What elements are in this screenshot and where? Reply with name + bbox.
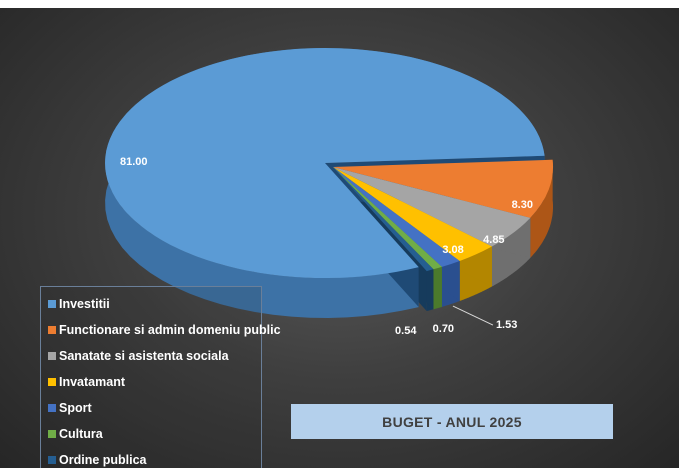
data-label-functionare-si-admin-domeniu-public: 8.30 [511, 199, 533, 212]
legend-item-functionare-si-admin-domeniu-public: Functionare si admin domeniu public [48, 323, 281, 337]
legend-item-ordine-publica: Ordine publica [48, 453, 147, 467]
data-label-sanatate-si-asistenta-sociala: 4.85 [483, 233, 505, 246]
legend-swatch [48, 352, 56, 360]
legend-label: Ordine publica [59, 453, 147, 467]
slice-sport [333, 167, 460, 267]
slice-functionare-si-admin-domeniu-public [333, 159, 554, 218]
chart-legend: Investitii Functionare si admin domeniu p… [40, 286, 281, 468]
legend-item-investitii: Investitii [48, 297, 110, 311]
legend-label: Functionare si admin domeniu public [59, 323, 281, 337]
slice-investitii [105, 48, 545, 279]
legend-item-invatamant: Invatamant [48, 375, 125, 389]
legend-swatch [48, 300, 56, 308]
slice-ordine-publica [333, 167, 434, 272]
data-label-invatamant: 3.08 [442, 243, 464, 256]
data-label-sport: 1.53 [495, 319, 518, 332]
slice-invatamant [333, 167, 492, 261]
slice-sanatate-si-asistenta-sociala [333, 167, 531, 247]
chart-area: 81.00 8.30 4.85 3.08 1.53 0.70 0.54 Investitii… [0, 8, 679, 468]
legend-swatch [48, 430, 56, 438]
legend-swatch [48, 378, 56, 386]
legend-item-sport: Sport [48, 401, 92, 415]
legend-item-cultura: Cultura [48, 427, 103, 441]
legend-label: Investitii [59, 297, 110, 311]
legend-swatch [48, 404, 56, 412]
slice-side-functionare-si-admin-domeniu-public [530, 159, 553, 258]
legend-label: Invatamant [59, 375, 125, 389]
leader-line-sport [452, 305, 494, 326]
slice-cultura [333, 167, 442, 270]
legend-label: Sanatate si asistenta sociala [59, 349, 229, 363]
data-label-ordine-publica: 0.54 [395, 325, 417, 338]
chart-title: BUGET - ANUL 2025 [382, 413, 522, 430]
legend-swatch [48, 456, 56, 464]
chart-title-box: BUGET - ANUL 2025 [291, 404, 613, 439]
legend-label: Sport [59, 401, 92, 415]
legend-swatch [48, 326, 56, 334]
pie-chart [105, 48, 554, 326]
legend-item-sanatate-si-asistenta-sociala: Sanatate si asistenta sociala [48, 349, 229, 363]
data-label-investitii: 81.00 [120, 156, 148, 168]
legend-label: Cultura [59, 427, 103, 441]
data-label-cultura: 0.70 [432, 323, 455, 336]
